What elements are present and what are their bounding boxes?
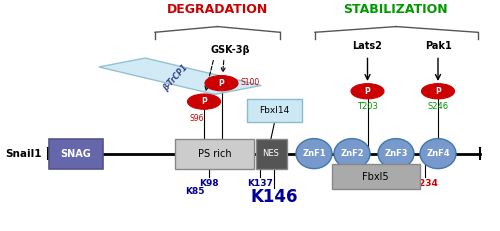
- FancyBboxPatch shape: [99, 58, 261, 94]
- Text: K98: K98: [199, 179, 219, 188]
- Text: #cce8f4: #cce8f4: [170, 76, 175, 77]
- Ellipse shape: [378, 139, 414, 169]
- Text: P: P: [201, 97, 207, 106]
- FancyBboxPatch shape: [332, 164, 420, 189]
- FancyBboxPatch shape: [247, 99, 302, 122]
- Text: Fbxl14: Fbxl14: [260, 106, 290, 115]
- Text: β-TrCP1: β-TrCP1: [161, 64, 189, 94]
- Text: K146: K146: [250, 188, 298, 206]
- Text: S100: S100: [240, 78, 260, 86]
- Ellipse shape: [334, 139, 370, 169]
- Text: ZnF1: ZnF1: [302, 149, 326, 158]
- Ellipse shape: [420, 139, 456, 169]
- Ellipse shape: [296, 139, 332, 169]
- Text: K85: K85: [185, 187, 205, 196]
- FancyBboxPatch shape: [256, 139, 286, 169]
- Text: NES: NES: [262, 149, 280, 158]
- FancyBboxPatch shape: [175, 139, 254, 169]
- Circle shape: [351, 84, 384, 99]
- Text: Lats2: Lats2: [352, 41, 382, 51]
- Text: P: P: [218, 79, 224, 88]
- Text: P: P: [364, 87, 370, 96]
- Text: S246: S246: [428, 102, 448, 111]
- Circle shape: [188, 94, 220, 109]
- Text: STABILIZATION: STABILIZATION: [342, 3, 448, 16]
- Text: Fbxl5: Fbxl5: [362, 172, 389, 182]
- Text: Snail1: Snail1: [5, 149, 42, 159]
- Circle shape: [205, 76, 238, 91]
- Text: P: P: [435, 87, 441, 96]
- Text: S96: S96: [189, 114, 204, 123]
- FancyBboxPatch shape: [49, 139, 103, 169]
- Text: K137: K137: [247, 179, 273, 188]
- Text: T203: T203: [357, 102, 378, 111]
- Text: ZnF4: ZnF4: [426, 149, 450, 158]
- Text: K234: K234: [412, 179, 438, 188]
- Text: ZnF2: ZnF2: [340, 149, 364, 158]
- Circle shape: [422, 84, 454, 99]
- Text: ZnF3: ZnF3: [384, 149, 408, 158]
- Text: GSK-3β: GSK-3β: [210, 45, 250, 55]
- Text: DEGRADATION: DEGRADATION: [167, 3, 268, 16]
- Text: SNAG: SNAG: [60, 149, 92, 159]
- Text: PS rich: PS rich: [198, 149, 232, 159]
- Text: Pak1: Pak1: [424, 41, 452, 51]
